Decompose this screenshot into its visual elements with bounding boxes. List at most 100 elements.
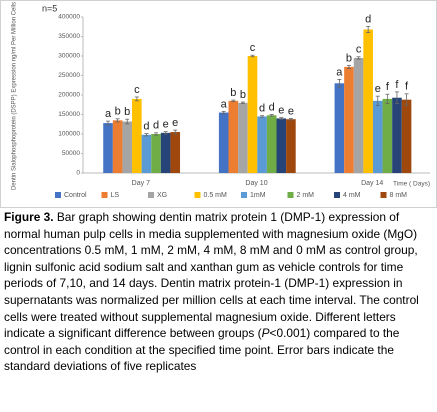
significance-letter: e	[375, 83, 381, 95]
caption-text: <0.001) compared to the control in each …	[4, 326, 400, 374]
error-bar	[240, 101, 245, 104]
error-bar	[144, 133, 149, 137]
error-bar	[231, 99, 236, 103]
significance-letter: e	[288, 105, 294, 117]
y-tick-label: 100000	[58, 131, 80, 138]
bar	[122, 121, 133, 173]
bar	[151, 134, 161, 173]
caption-text: Bar graph showing dentin matrix protein …	[4, 210, 419, 341]
bar	[344, 66, 354, 173]
error-bar	[404, 93, 409, 106]
significance-letter: d	[269, 101, 275, 113]
significance-letter: d	[365, 13, 371, 25]
legend-swatch	[101, 192, 108, 198]
legend-label: Control	[64, 192, 87, 199]
error-bar	[154, 132, 159, 136]
bar	[218, 112, 229, 173]
significance-letter: f	[405, 81, 409, 93]
annotation: n=5	[42, 3, 57, 13]
error-bar	[288, 118, 293, 121]
significance-letter: a	[221, 98, 228, 110]
legend-swatch	[334, 192, 340, 198]
bar	[160, 132, 171, 173]
y-tick-label: 200000	[58, 92, 80, 99]
x-tick-label: Day 7	[132, 180, 150, 187]
bar	[103, 123, 113, 173]
error-bar	[134, 96, 139, 102]
y-tick-label: 350000	[58, 33, 80, 40]
bar	[334, 83, 345, 173]
bar	[141, 134, 152, 173]
caption: Figure 3. Bar graph showing dentin matri…	[4, 209, 434, 375]
legend-label: 0.5 mM	[204, 192, 228, 199]
y-tick-label: 150000	[58, 111, 80, 118]
significance-letter: b	[115, 106, 121, 118]
x-tick-label: Day 10	[245, 180, 267, 187]
significance-letter: c	[356, 44, 362, 56]
y-tick-label: 400000	[58, 14, 80, 21]
error-bar	[394, 91, 399, 104]
bar	[353, 57, 364, 174]
bar	[401, 99, 412, 173]
error-bar	[385, 93, 390, 104]
significance-letter: c	[250, 42, 256, 54]
error-bar	[173, 129, 178, 135]
error-bar	[366, 25, 371, 33]
legend-label: 1mM	[250, 192, 266, 199]
significance-letter: a	[105, 108, 112, 120]
chart: n=5 Dentin Sialophosphoprotein (DSPP) Ex…	[0, 0, 437, 208]
bar	[266, 115, 277, 173]
legend-label: 4 mM	[343, 192, 361, 199]
bar	[382, 98, 393, 173]
y-tick-label: 0	[76, 170, 80, 177]
legend-swatch	[287, 192, 294, 198]
significance-letter: e	[172, 117, 178, 129]
x-tick-label: Day 14	[361, 180, 383, 187]
significance-letter: d	[143, 121, 149, 133]
significance-letter: f	[395, 79, 399, 91]
error-bar	[260, 115, 265, 118]
bar	[392, 97, 402, 173]
bar	[228, 100, 239, 173]
x-axis-label: Time ( Days)	[393, 181, 430, 188]
legend-label: LS	[111, 192, 120, 199]
legend-label: 2 mM	[297, 192, 315, 199]
error-bar	[356, 56, 361, 60]
significance-letter: b	[240, 89, 246, 101]
y-tick-label: 250000	[58, 72, 80, 79]
error-bar	[346, 64, 351, 69]
bar	[170, 132, 181, 173]
legend-swatch	[55, 192, 61, 198]
bar	[112, 120, 123, 173]
error-bar	[115, 118, 120, 123]
significance-letter: d	[259, 103, 265, 115]
error-bar	[221, 110, 226, 115]
bar	[372, 100, 383, 173]
legend-swatch	[380, 192, 387, 198]
error-bar	[163, 131, 168, 135]
significance-letter: d	[153, 120, 159, 132]
legend-swatch	[194, 192, 201, 198]
legend-swatch	[241, 192, 247, 198]
bar	[247, 56, 258, 173]
y-tick-label: 300000	[58, 53, 80, 60]
error-bar	[269, 114, 274, 117]
error-bar	[250, 54, 255, 58]
bar	[132, 98, 142, 173]
significance-letter: b	[230, 87, 236, 99]
error-bar	[106, 120, 111, 126]
y-axis-label: Dentin Sialophosphoprotein (DSPP) Expres…	[12, 2, 18, 190]
significance-letter: b	[346, 52, 352, 64]
significance-letter: c	[134, 84, 140, 96]
y-tick-label: 50000	[62, 150, 80, 157]
legend-label: XG	[157, 192, 167, 199]
error-bar	[375, 95, 380, 106]
bar	[238, 102, 248, 173]
error-bar	[125, 118, 130, 125]
bar	[363, 29, 373, 174]
significance-letter: b	[124, 106, 130, 118]
legend-label: 8 mM	[390, 192, 408, 199]
significance-letter: f	[386, 81, 390, 93]
bar	[257, 116, 267, 173]
